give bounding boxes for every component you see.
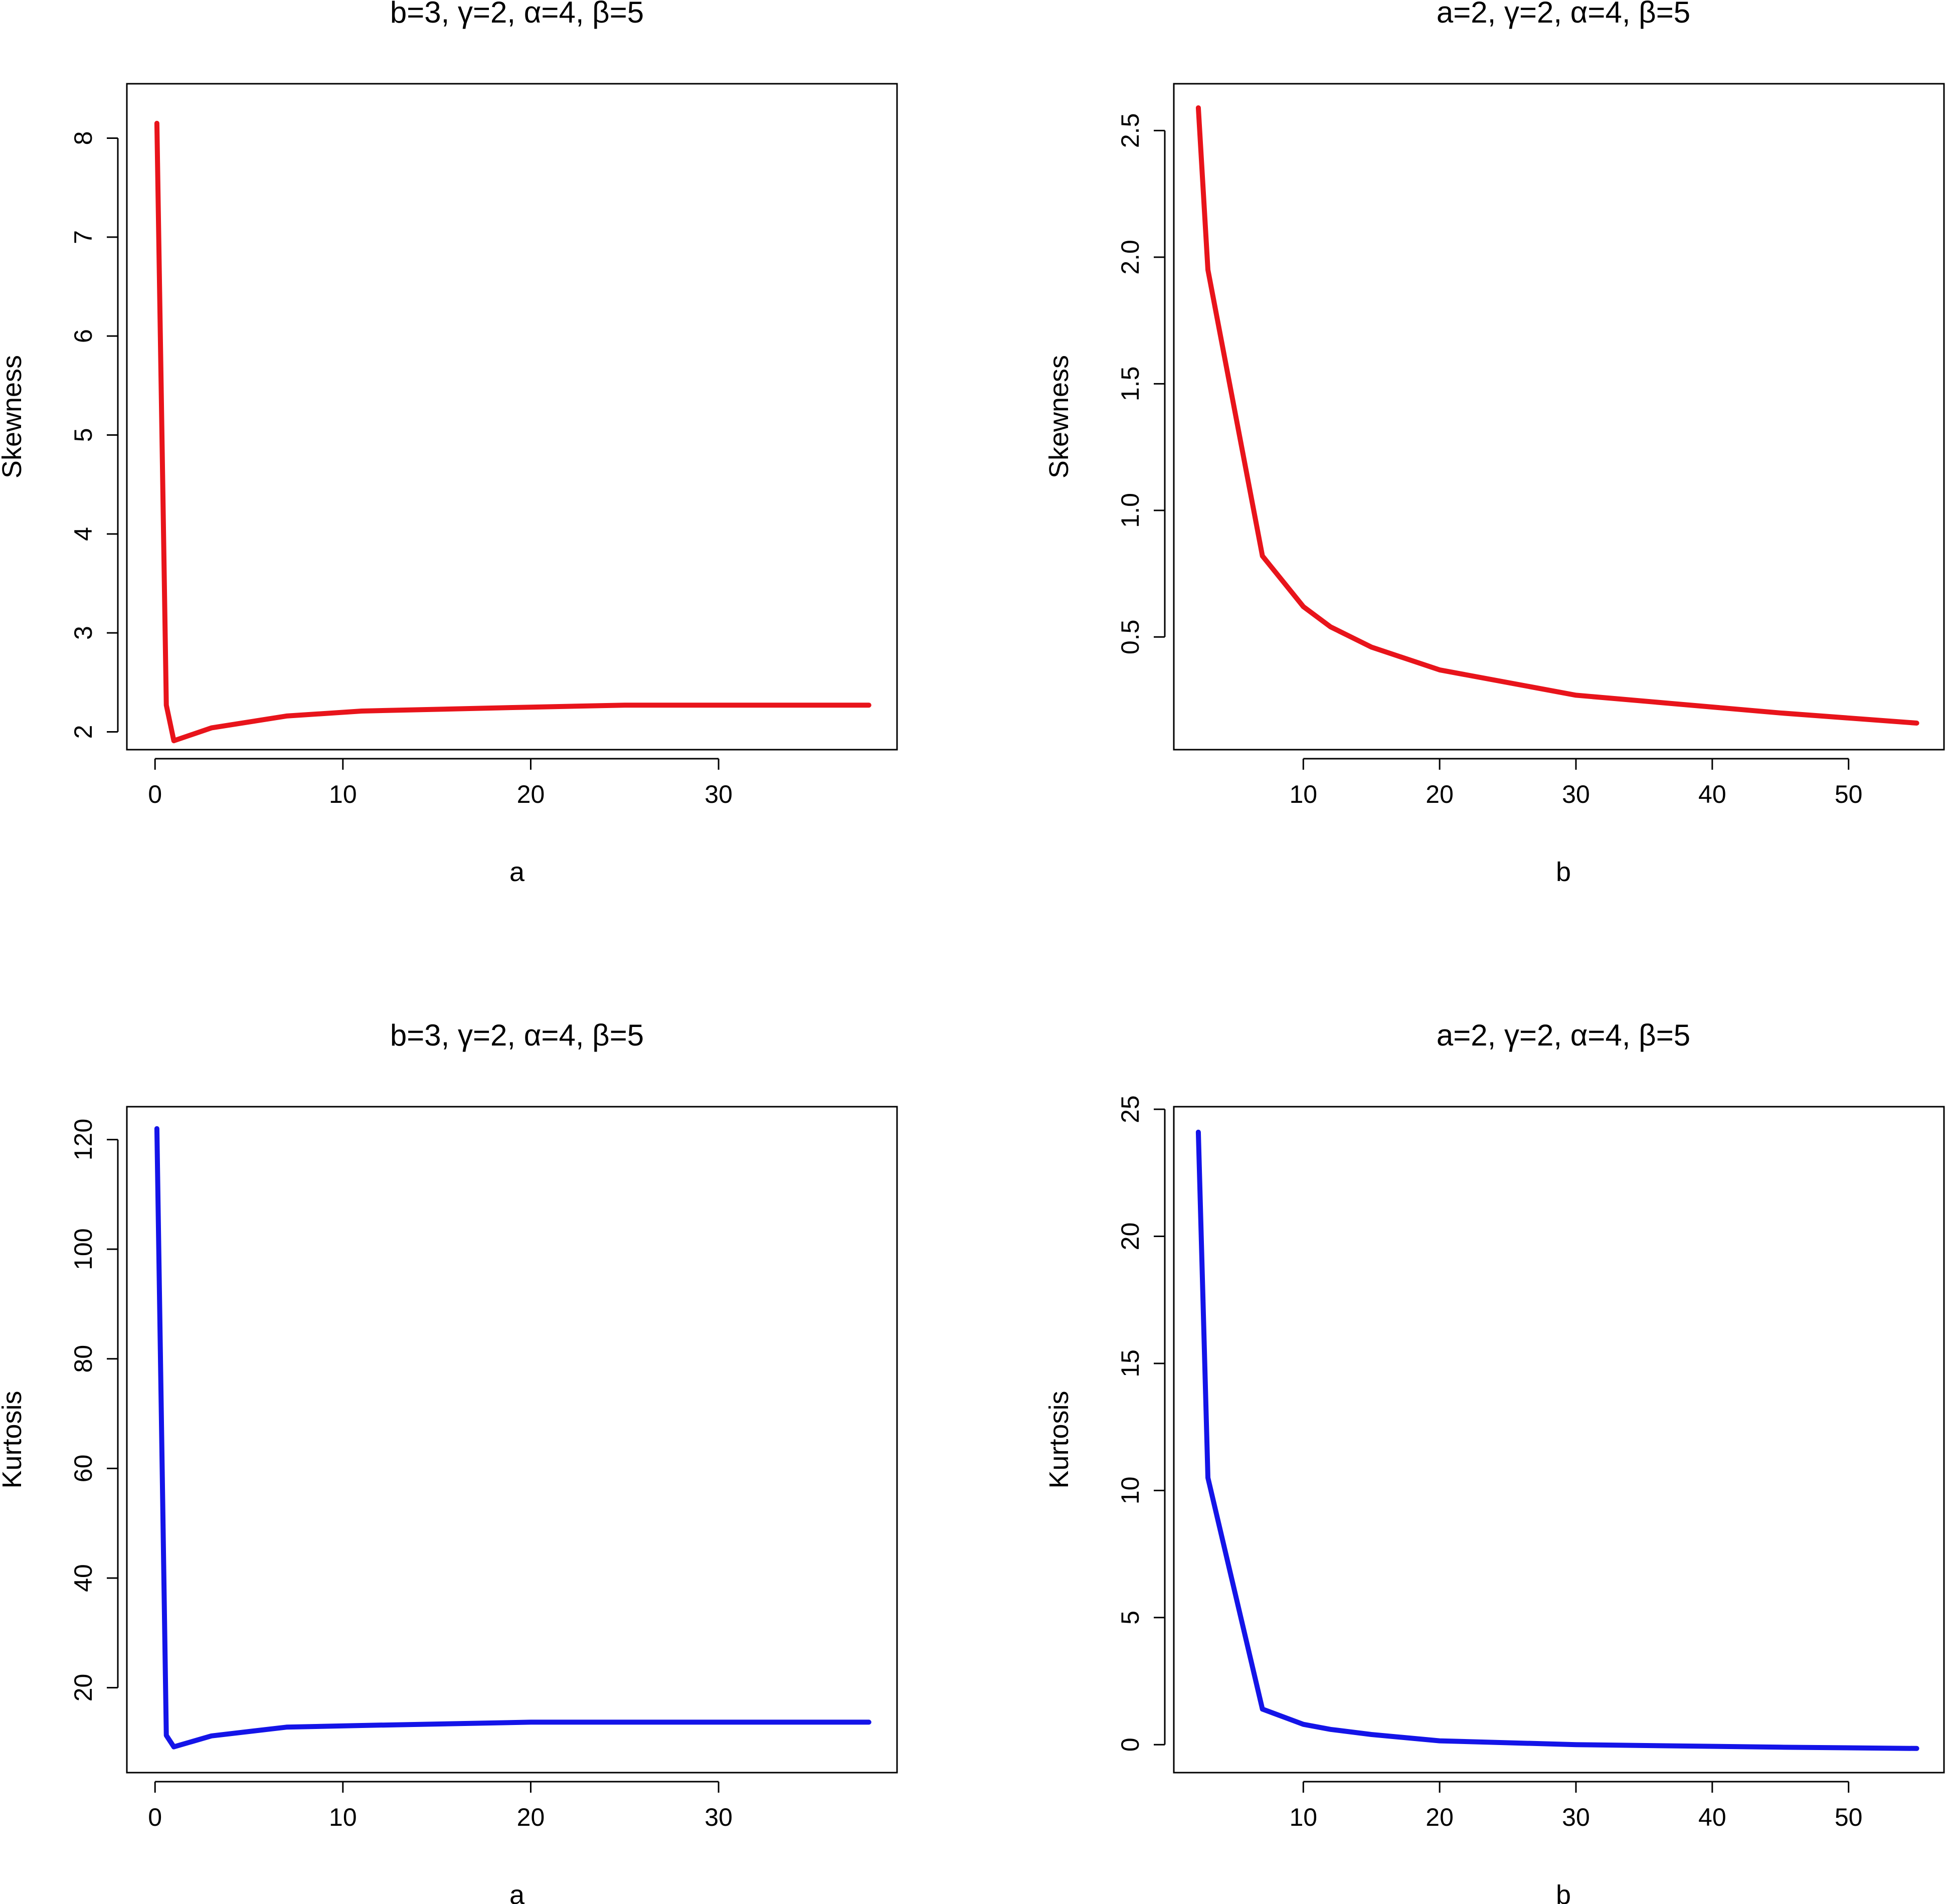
x-tick-label: 10 (329, 1803, 357, 1831)
x-tick-label: 40 (1698, 780, 1726, 808)
series-line (154, 1126, 871, 1750)
y-axis: 20 40 60 80 100 120 (69, 1119, 119, 1702)
series-layer (154, 120, 871, 744)
x-tick-label: 50 (1835, 780, 1863, 808)
x-axis-label: a (509, 1880, 525, 1904)
panel-kurtosis-vs-b: a=2, γ=2, α=4, β=5 10 20 30 40 50 0 5 10 15 20 25… (1044, 1018, 1945, 1904)
plot-title: b=3, γ=2, α=4, β=5 (390, 1018, 644, 1052)
plot-title: b=3, γ=2, α=4, β=5 (390, 0, 644, 29)
y-tick-label: 40 (69, 1564, 97, 1592)
y-tick-label: 120 (69, 1119, 97, 1160)
x-tick-label: 30 (1562, 780, 1590, 808)
x-tick-label: 20 (1426, 1803, 1454, 1831)
x-tick-label: 30 (704, 1803, 733, 1831)
y-axis-label: Skewness (1044, 355, 1074, 478)
y-axis: 2 3 4 5 6 7 8 (69, 131, 119, 739)
series-line (1195, 105, 1919, 726)
y-axis: 0.5 1.0 1.5 2.0 2.5 (1116, 113, 1166, 655)
x-axis: 10 20 30 40 50 (1289, 1781, 1863, 1831)
x-axis-label: b (1556, 1880, 1571, 1904)
x-axis: 10 20 30 40 50 (1289, 758, 1863, 808)
y-tick-label: 10 (1116, 1477, 1144, 1505)
x-tick-label: 10 (1289, 780, 1317, 808)
x-tick-label: 40 (1698, 1803, 1726, 1831)
y-axis: 0 5 10 15 20 25 (1116, 1095, 1166, 1752)
y-tick-label: 15 (1116, 1349, 1144, 1377)
y-tick-label: 7 (69, 230, 97, 244)
y-tick-label: 2.0 (1116, 240, 1144, 275)
y-tick-label: 5 (69, 428, 97, 442)
plot-frame (126, 83, 898, 751)
series-layer (154, 1126, 871, 1750)
y-tick-label: 0 (1116, 1738, 1144, 1752)
x-axis: 0 10 20 30 (148, 1781, 733, 1831)
x-tick-label: 10 (1289, 1803, 1317, 1831)
x-tick-label: 20 (517, 1803, 545, 1831)
x-tick-label: 0 (148, 1803, 162, 1831)
y-tick-label: 2.5 (1116, 113, 1144, 148)
y-tick-label: 2 (69, 725, 97, 739)
series-line (154, 120, 871, 744)
x-tick-label: 50 (1835, 1803, 1863, 1831)
x-axis-label: b (1556, 857, 1571, 887)
panel-skewness-vs-b: a=2, γ=2, α=4, β=5 10 20 30 40 50 0.5 1.0 1.5 2… (1044, 0, 1945, 887)
panel-skewness-vs-a: b=3, γ=2, α=4, β=5 0 10 20 30 2 3 4 5 6 7 8 a Ske… (0, 0, 898, 887)
x-tick-label: 30 (1562, 1803, 1590, 1831)
series-line (1195, 1129, 1919, 1751)
panel-kurtosis-vs-a: b=3, γ=2, α=4, β=5 0 10 20 30 20 40 60 80 100 12… (0, 1018, 898, 1904)
x-tick-label: 0 (148, 780, 162, 808)
plot-frame (126, 1106, 898, 1774)
y-tick-label: 5 (1116, 1611, 1144, 1625)
y-axis-label: Kurtosis (1044, 1391, 1074, 1488)
y-tick-label: 6 (69, 329, 97, 343)
x-tick-label: 20 (517, 780, 545, 808)
y-tick-label: 8 (69, 131, 97, 145)
y-tick-label: 25 (1116, 1095, 1144, 1123)
y-tick-label: 3 (69, 626, 97, 640)
plot-title: a=2, γ=2, α=4, β=5 (1437, 0, 1690, 29)
x-tick-label: 10 (329, 780, 357, 808)
plot-title: a=2, γ=2, α=4, β=5 (1437, 1018, 1690, 1052)
x-tick-label: 20 (1426, 780, 1454, 808)
plot-frame (1173, 1106, 1945, 1774)
y-tick-label: 20 (1116, 1223, 1144, 1251)
series-layer (1195, 105, 1919, 726)
series-layer (1195, 1129, 1919, 1751)
y-axis-label: Kurtosis (0, 1391, 27, 1488)
plot-frame (1173, 83, 1945, 751)
y-tick-label: 100 (69, 1228, 97, 1270)
y-tick-label: 60 (69, 1455, 97, 1483)
y-tick-label: 20 (69, 1674, 97, 1702)
y-tick-label: 0.5 (1116, 620, 1144, 655)
y-tick-label: 80 (69, 1345, 97, 1373)
y-tick-label: 4 (69, 527, 97, 541)
y-axis-label: Skewness (0, 355, 27, 478)
y-tick-label: 1.0 (1116, 493, 1144, 528)
x-axis-label: a (509, 857, 525, 887)
y-tick-label: 1.5 (1116, 367, 1144, 402)
x-axis: 0 10 20 30 (148, 758, 733, 808)
x-tick-label: 30 (704, 780, 733, 808)
